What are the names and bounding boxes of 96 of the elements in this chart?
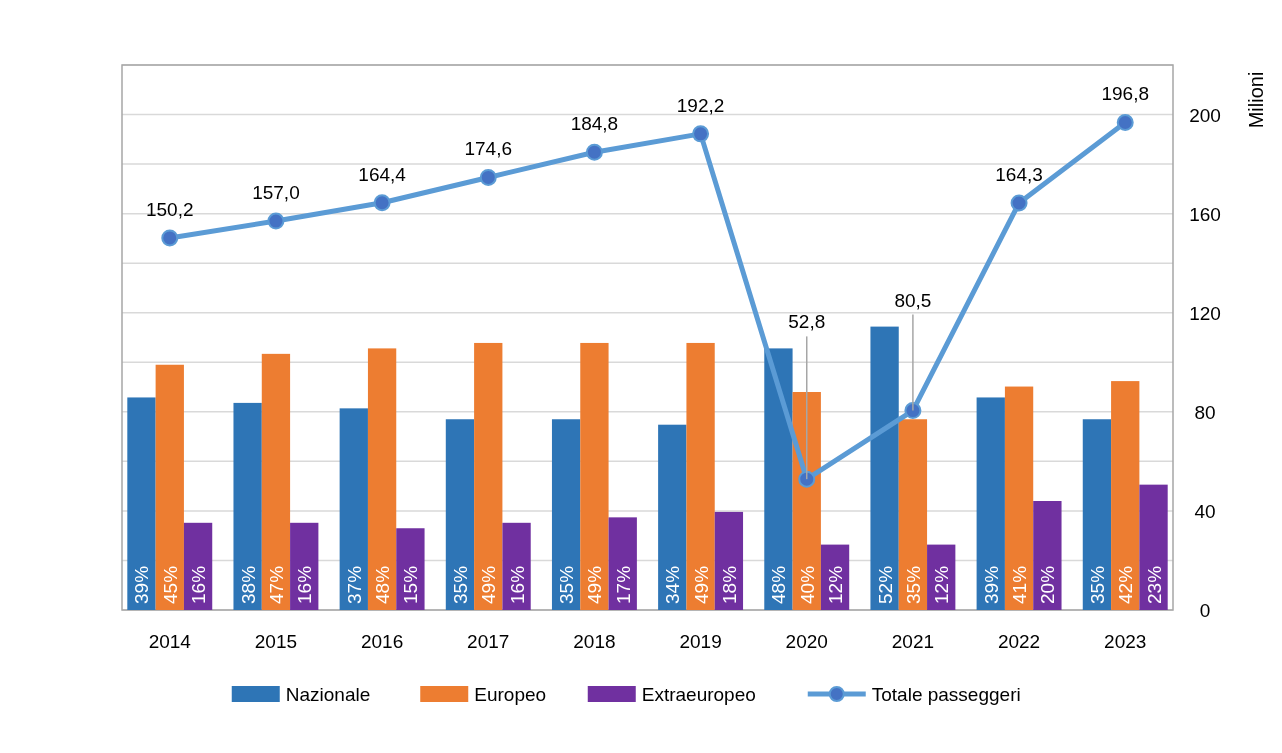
- point: [479, 168, 497, 186]
- data-label: 150,2: [146, 198, 194, 220]
- x-tick-label: 2023: [1104, 631, 1147, 652]
- data-label: 38%: [237, 565, 259, 604]
- bar: [127, 397, 156, 610]
- point: [161, 229, 179, 247]
- data-label: 45%: [159, 565, 181, 604]
- data-label: 37%: [343, 565, 365, 604]
- bar: [898, 419, 928, 610]
- data-label: 192,2: [676, 94, 725, 116]
- point: [373, 194, 391, 212]
- data-label: 35%: [449, 565, 471, 604]
- point: [798, 470, 816, 488]
- bar: [1139, 484, 1168, 610]
- y-tick-label: 40: [1194, 500, 1216, 522]
- data-label: 49%: [690, 565, 712, 604]
- point: [692, 125, 710, 143]
- data-label: 48%: [372, 565, 394, 604]
- legend-label: Extraeuropeo: [641, 684, 756, 705]
- data-label: 12%: [931, 565, 953, 604]
- bar: [261, 353, 291, 610]
- bar: [367, 348, 397, 610]
- data-label: 16%: [188, 565, 210, 604]
- data-label: 12%: [825, 565, 847, 604]
- data-label: 35%: [1086, 565, 1108, 604]
- bar: [551, 419, 581, 610]
- bar: [580, 342, 609, 610]
- data-label: 40%: [796, 565, 818, 604]
- bar: [233, 402, 262, 610]
- data-label: 16%: [506, 565, 528, 604]
- point: [585, 143, 603, 161]
- data-label: 48%: [768, 565, 790, 604]
- bar: [396, 528, 425, 610]
- bar: [686, 342, 715, 610]
- data-label: 52%: [874, 565, 896, 604]
- bar: [155, 364, 184, 610]
- bar: [1082, 419, 1112, 610]
- bar: [445, 419, 475, 610]
- point: [904, 402, 922, 420]
- data-label: 164,3: [995, 163, 1043, 185]
- x-tick-label: 2022: [997, 631, 1041, 652]
- x-tick-label: 2016: [360, 631, 404, 652]
- x-tick-label: 2017: [467, 631, 510, 652]
- x-tick-label: 2014: [148, 631, 192, 652]
- bar: [1033, 501, 1062, 610]
- point: [267, 212, 285, 230]
- data-label: 16%: [294, 565, 316, 604]
- data-label: 184,8: [570, 113, 619, 135]
- data-label: 42%: [1115, 565, 1137, 604]
- y-tick-label: 0: [1199, 600, 1211, 621]
- x-tick-label: 2018: [573, 631, 616, 652]
- data-label: 39%: [131, 565, 153, 604]
- data-label: 39%: [980, 565, 1002, 604]
- bar: [764, 348, 793, 610]
- data-label: 49%: [584, 565, 606, 604]
- legend-label: Nazionale: [285, 684, 371, 705]
- bar: [502, 522, 531, 610]
- bar: [1111, 381, 1140, 610]
- data-label: 15%: [400, 565, 422, 604]
- data-label: 23%: [1143, 565, 1165, 604]
- bar: [792, 392, 821, 610]
- data-label: 49%: [478, 565, 500, 604]
- bar: [339, 408, 368, 610]
- data-label: 41%: [1009, 565, 1031, 604]
- data-label: 34%: [662, 565, 684, 604]
- y-tick-label: 200: [1189, 104, 1221, 126]
- bar: [976, 397, 1005, 610]
- bar: [608, 517, 637, 610]
- data-label: 20%: [1037, 565, 1059, 604]
- legend-label: Europeo: [474, 684, 547, 705]
- x-tick-label: 2021: [891, 631, 935, 652]
- data-label: 18%: [718, 565, 740, 604]
- data-label: 80,5: [894, 289, 932, 311]
- data-label: 157,0: [252, 182, 300, 204]
- data-label: 35%: [902, 565, 924, 604]
- data-label: 174,6: [464, 138, 513, 160]
- data-label: 17%: [612, 565, 634, 604]
- legend-label: Totale passeggeri: [871, 684, 1021, 705]
- y-tick-label: 80: [1194, 401, 1216, 423]
- bar: [870, 326, 899, 610]
- x-tick-label: 2015: [254, 631, 298, 652]
- point: [1010, 194, 1028, 212]
- bar: [474, 342, 503, 610]
- data-label: 52,8: [788, 311, 826, 333]
- y-tick-label: 120: [1189, 302, 1221, 324]
- data-label: 47%: [265, 565, 287, 604]
- y-tick-label: 160: [1189, 203, 1221, 225]
- x-tick-label: 2019: [679, 631, 722, 652]
- data-label: 164,4: [358, 163, 407, 185]
- bar: [658, 424, 687, 610]
- data-label: 196,8: [1101, 83, 1149, 105]
- data-label: 35%: [556, 565, 578, 604]
- x-tick-label: 2020: [785, 631, 828, 652]
- bar: [1004, 386, 1034, 610]
- y-axis-title: Milioni: [1245, 71, 1267, 129]
- point: [1116, 113, 1134, 131]
